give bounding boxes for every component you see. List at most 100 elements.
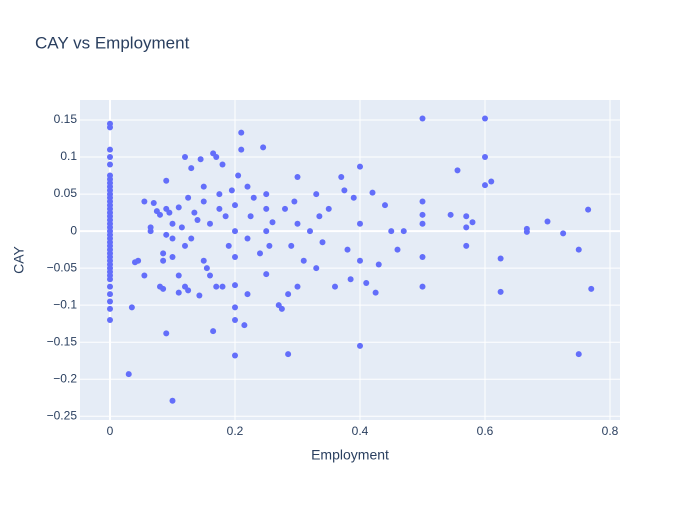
point <box>185 287 192 294</box>
point <box>213 154 220 161</box>
point <box>357 220 363 227</box>
point <box>419 254 426 261</box>
point <box>213 283 220 290</box>
point <box>194 217 201 223</box>
x-tick-label: 0.8 <box>602 424 619 438</box>
point <box>200 257 207 264</box>
x-tick-label: 0 <box>107 424 114 438</box>
point <box>288 242 295 249</box>
x-tick-label: 0.4 <box>352 424 369 438</box>
point <box>257 250 263 257</box>
point <box>447 211 454 218</box>
point <box>232 254 238 261</box>
point <box>344 246 351 253</box>
point <box>488 178 495 185</box>
y-tick-label: −0.1 <box>53 297 77 311</box>
point <box>166 209 173 216</box>
y-tick-label: 0.1 <box>60 149 77 163</box>
point <box>419 115 426 122</box>
point <box>182 242 188 249</box>
point <box>454 167 461 174</box>
point <box>313 265 320 272</box>
point <box>185 194 192 201</box>
y-tick-label: 0 <box>70 223 77 237</box>
point <box>107 154 113 161</box>
point <box>357 163 363 170</box>
point <box>294 220 301 227</box>
point <box>188 235 195 242</box>
point <box>278 305 285 312</box>
point <box>482 182 488 189</box>
point <box>285 351 292 358</box>
point <box>160 285 167 292</box>
point <box>196 292 203 299</box>
point <box>216 205 223 212</box>
point <box>482 154 488 161</box>
point <box>463 242 470 249</box>
point <box>294 174 301 181</box>
point <box>107 305 113 312</box>
point <box>291 198 298 205</box>
point <box>238 146 245 153</box>
point <box>107 291 113 298</box>
point <box>313 191 320 198</box>
point <box>178 224 185 231</box>
point <box>232 202 238 209</box>
point <box>135 257 142 264</box>
point <box>197 156 204 163</box>
y-tick-label: −0.05 <box>47 260 78 274</box>
point <box>244 183 251 190</box>
point <box>232 304 238 311</box>
point <box>382 202 388 209</box>
point <box>575 351 582 358</box>
point <box>363 279 370 286</box>
point <box>232 352 238 359</box>
point <box>332 283 338 290</box>
point <box>247 213 254 220</box>
point <box>169 220 176 227</box>
point <box>497 288 504 295</box>
point <box>463 213 470 220</box>
point <box>347 276 354 283</box>
point <box>266 242 273 249</box>
point <box>107 161 113 168</box>
point <box>175 272 182 279</box>
point <box>125 371 132 378</box>
point <box>357 257 363 264</box>
point <box>463 224 470 231</box>
point <box>107 317 113 323</box>
point <box>207 272 213 279</box>
point <box>244 291 251 298</box>
y-tick-label: −0.25 <box>47 408 78 422</box>
point <box>585 206 592 213</box>
point <box>200 183 207 190</box>
point <box>294 283 301 290</box>
point <box>210 328 217 335</box>
point <box>232 228 238 235</box>
x-tick-label: 0.6 <box>477 424 494 438</box>
point <box>282 205 288 212</box>
point <box>388 228 395 235</box>
point <box>400 228 407 235</box>
point <box>319 239 326 246</box>
point <box>497 255 504 262</box>
point <box>300 257 307 264</box>
point <box>307 228 313 235</box>
y-axis-title: CAY <box>11 245 27 273</box>
y-tick-label: −0.15 <box>47 334 78 348</box>
point <box>222 213 229 220</box>
point <box>375 261 382 268</box>
plot-area <box>80 100 620 420</box>
y-tick-label: 0.15 <box>54 112 78 126</box>
point <box>523 228 530 235</box>
point <box>219 283 226 290</box>
point <box>107 276 113 283</box>
point <box>163 177 170 184</box>
point <box>107 283 113 290</box>
point <box>163 231 170 238</box>
point <box>160 257 167 264</box>
point <box>260 144 267 151</box>
point <box>350 194 357 201</box>
y-tick-label: 0.05 <box>54 186 78 200</box>
